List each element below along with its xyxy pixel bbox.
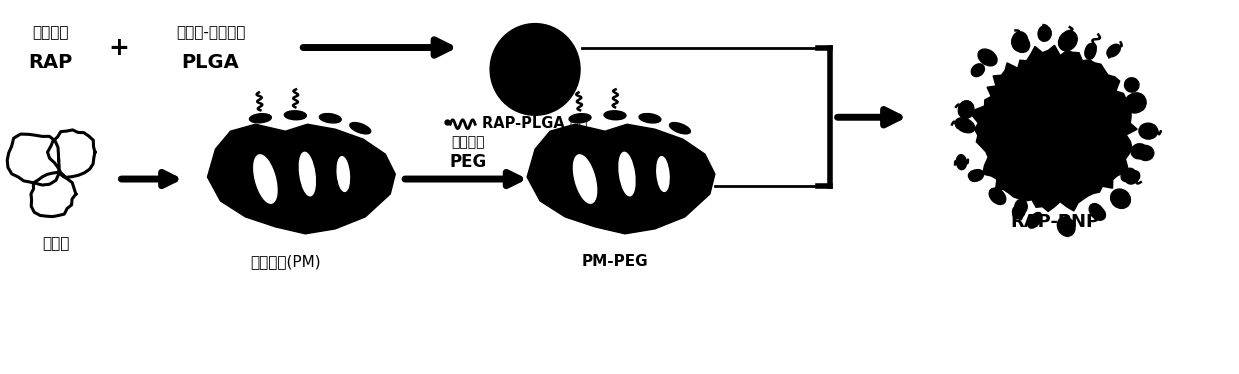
- Ellipse shape: [1057, 217, 1075, 236]
- Ellipse shape: [349, 123, 370, 134]
- Text: RAP-PLGA 内核: RAP-PLGA 内核: [482, 115, 587, 130]
- Polygon shape: [7, 134, 59, 185]
- Ellipse shape: [971, 64, 985, 77]
- Ellipse shape: [1089, 203, 1104, 218]
- Ellipse shape: [1106, 44, 1120, 57]
- Ellipse shape: [1058, 31, 1077, 51]
- Polygon shape: [973, 45, 1137, 211]
- Ellipse shape: [1125, 78, 1139, 92]
- Ellipse shape: [1012, 32, 1028, 51]
- Ellipse shape: [1131, 144, 1147, 159]
- Text: 聚乙二醇: 聚乙二醇: [451, 135, 484, 149]
- Ellipse shape: [300, 152, 316, 196]
- Text: 血小板: 血小板: [42, 236, 69, 251]
- Text: 血小板膜(PM): 血小板膜(PM): [250, 254, 321, 269]
- Ellipse shape: [969, 170, 984, 181]
- Text: RAP: RAP: [28, 53, 73, 72]
- Polygon shape: [47, 130, 95, 177]
- Polygon shape: [527, 124, 715, 234]
- Ellipse shape: [1085, 43, 1095, 59]
- Text: RAP-PNP: RAP-PNP: [1010, 213, 1099, 231]
- Ellipse shape: [639, 114, 660, 123]
- Polygon shape: [207, 124, 395, 234]
- Ellipse shape: [569, 114, 591, 123]
- Text: +: +: [108, 36, 129, 59]
- Ellipse shape: [1085, 43, 1097, 59]
- Ellipse shape: [1038, 27, 1051, 41]
- Ellipse shape: [1125, 171, 1140, 184]
- Text: 雷帕霍素: 雷帕霍素: [32, 25, 69, 40]
- Polygon shape: [31, 172, 76, 217]
- Ellipse shape: [1012, 205, 1025, 219]
- Ellipse shape: [1125, 94, 1144, 113]
- Ellipse shape: [989, 188, 1006, 205]
- Ellipse shape: [669, 123, 690, 134]
- Ellipse shape: [1139, 123, 1157, 139]
- Ellipse shape: [1015, 199, 1027, 214]
- Ellipse shape: [958, 101, 974, 118]
- Ellipse shape: [1028, 212, 1042, 228]
- Ellipse shape: [285, 111, 306, 120]
- Ellipse shape: [1012, 34, 1030, 52]
- Ellipse shape: [1137, 145, 1154, 160]
- Ellipse shape: [620, 152, 636, 196]
- Ellipse shape: [1110, 189, 1130, 208]
- Ellipse shape: [337, 157, 349, 191]
- Ellipse shape: [605, 111, 626, 120]
- Ellipse shape: [1038, 26, 1051, 40]
- Ellipse shape: [249, 114, 271, 123]
- Text: 聚乳酸-羟基乙酸: 聚乳酸-羟基乙酸: [176, 25, 245, 40]
- Ellipse shape: [957, 155, 966, 170]
- Ellipse shape: [1090, 206, 1105, 220]
- Text: PLGA: PLGA: [182, 53, 239, 72]
- Ellipse shape: [574, 155, 597, 203]
- Ellipse shape: [959, 101, 974, 118]
- Ellipse shape: [978, 49, 997, 66]
- Ellipse shape: [254, 155, 278, 203]
- Ellipse shape: [955, 118, 975, 133]
- Text: PM-PEG: PM-PEG: [581, 254, 648, 269]
- Ellipse shape: [657, 157, 669, 191]
- Ellipse shape: [969, 170, 984, 181]
- Ellipse shape: [1121, 168, 1135, 182]
- Ellipse shape: [1127, 93, 1146, 112]
- Ellipse shape: [320, 114, 341, 123]
- Ellipse shape: [491, 24, 580, 115]
- Text: PEG: PEG: [450, 153, 487, 171]
